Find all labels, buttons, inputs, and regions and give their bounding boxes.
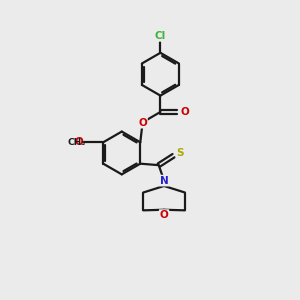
Text: CH₃: CH₃	[68, 138, 86, 147]
Text: O: O	[181, 107, 189, 117]
Text: Cl: Cl	[155, 31, 166, 41]
Text: O: O	[160, 210, 168, 220]
Text: S: S	[176, 148, 184, 158]
Text: O: O	[74, 137, 83, 147]
Text: N: N	[160, 176, 168, 186]
Text: O: O	[138, 118, 147, 128]
